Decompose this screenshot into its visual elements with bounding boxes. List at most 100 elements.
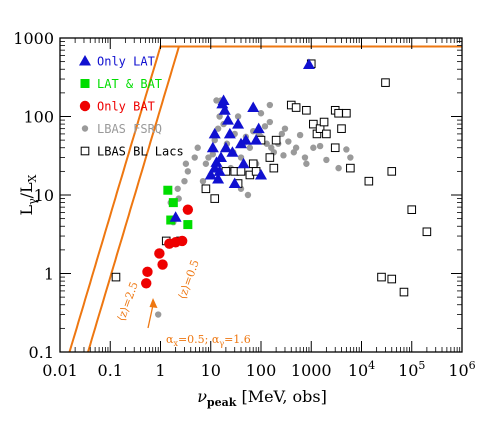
point-only-lat <box>252 122 265 134</box>
point-lbas-fsrq <box>316 142 324 150</box>
point-lbas-bl-lacs <box>407 205 417 214</box>
x-axis-title: νpeak [MeV, obs] <box>197 387 327 409</box>
point-only-lat <box>221 114 234 125</box>
legend-label: Only BAT <box>97 100 155 114</box>
point-lbas-bl-lacs <box>387 167 397 176</box>
legend-marker <box>79 100 91 112</box>
axis-titles: νpeak [MeV, obs] Lγ/LX <box>17 174 327 409</box>
legend-label: LBAS FSRQ <box>97 122 162 136</box>
point-only-lat <box>228 177 241 189</box>
point-lbas-fsrq <box>335 164 342 172</box>
point-only-bat <box>141 278 152 289</box>
point-only-lat <box>204 168 217 180</box>
point-only-bat <box>154 248 165 259</box>
point-lbas-fsrq <box>323 156 330 164</box>
point-lbas-fsrq <box>214 125 222 132</box>
y-tick-label: 1000 <box>13 29 54 48</box>
point-lbas-fsrq <box>280 152 287 159</box>
point-only-lat <box>218 104 231 115</box>
point-lbas-bl-lacs <box>309 119 318 129</box>
point-lbas-bl-lacs <box>322 129 331 139</box>
point-lbas-bl-lacs <box>377 272 386 282</box>
point-lbas-bl-lacs <box>271 135 281 145</box>
x-tick-label: 0.1 <box>98 361 123 380</box>
point-only-lat <box>239 134 252 145</box>
alpha-annotation: αx=0.5; αγ=1.6 <box>166 333 251 348</box>
point-lbas-bl-lacs <box>248 159 258 169</box>
point-lbas-fsrq <box>237 154 245 161</box>
point-lat-bat <box>183 220 193 230</box>
point-only-lat <box>217 94 230 105</box>
x-tick-label: 100 <box>246 361 277 380</box>
point-lbas-fsrq <box>303 160 310 167</box>
point-lbas-fsrq <box>174 185 181 192</box>
point-lat-bat <box>163 185 173 195</box>
legend-marker <box>80 146 90 156</box>
point-lbas-fsrq <box>191 154 198 161</box>
point-lbas-bl-lacs <box>422 227 432 237</box>
point-lat-bat <box>168 198 178 208</box>
point-only-lat <box>223 127 236 139</box>
point-lbas-bl-lacs <box>319 117 329 127</box>
point-lbas-fsrq <box>184 168 192 175</box>
point-only-lat <box>247 101 260 113</box>
point-only-bat <box>142 266 153 278</box>
annotation-arrow <box>147 304 154 329</box>
point-lbas-bl-lacs <box>236 167 246 176</box>
point-lbas-bl-lacs <box>269 163 279 173</box>
point-lbas-bl-lacs <box>399 287 409 297</box>
point-only-lat <box>215 151 228 163</box>
y-tick-label: 1 <box>44 265 54 284</box>
point-lbas-fsrq <box>199 177 207 185</box>
point-only-lat <box>250 134 263 145</box>
point-only-lat <box>232 118 245 129</box>
point-lbas-bl-lacs <box>210 194 220 203</box>
point-lbas-fsrq <box>281 125 289 132</box>
x-tick-label: 1000 <box>291 361 332 380</box>
point-lbas-fsrq <box>211 136 218 144</box>
point-only-lat <box>206 141 219 153</box>
point-only-lat <box>169 211 182 222</box>
legend-label: LBAS BL Lacs <box>97 145 184 159</box>
point-only-bat <box>176 235 188 247</box>
point-lbas-bl-lacs <box>302 105 311 115</box>
point-lbas-fsrq <box>234 113 242 120</box>
point-lbas-fsrq <box>202 160 210 167</box>
point-lbas-fsrq <box>216 113 223 120</box>
legend-label: LAT & BAT <box>97 77 162 91</box>
legend-label: Only LAT <box>97 55 155 69</box>
x-tick-label: 106 <box>448 359 475 380</box>
point-lbas-fsrq <box>244 191 252 199</box>
y-tick-label: 0.1 <box>29 343 54 362</box>
point-lbas-bl-lacs <box>342 108 351 118</box>
point-lbas-bl-lacs <box>265 153 275 162</box>
point-lbas-fsrq <box>292 144 300 151</box>
point-only-lat <box>237 157 250 169</box>
point-lbas-bl-lacs <box>330 143 340 153</box>
point-lbas-fsrq <box>181 177 188 185</box>
point-lbas-bl-lacs <box>201 184 211 194</box>
point-lbas-fsrq <box>347 154 354 161</box>
point-lbas-fsrq <box>285 138 292 145</box>
point-lbas-bl-lacs <box>337 124 346 133</box>
point-only-lat <box>208 127 221 139</box>
point-only-lat <box>255 168 267 180</box>
point-lbas-bl-lacs <box>111 272 121 282</box>
point-only-bat <box>157 259 168 270</box>
point-only-lat <box>212 172 225 184</box>
point-lbas-fsrq <box>343 146 350 153</box>
point-lbas-bl-lacs <box>346 163 355 173</box>
point-lbas-fsrq <box>182 160 190 167</box>
x-tick-label: 1 <box>155 361 165 380</box>
legend: Only LAT LAT & BAT Only BAT LBAS FSRQ LBAS B… <box>79 55 184 159</box>
point-lbas-fsrq <box>296 131 304 139</box>
annotation-arrowhead <box>149 298 158 308</box>
point-lbas-bl-lacs <box>334 108 343 118</box>
point-lbas-fsrq <box>246 144 254 151</box>
y-tick-label: 10 <box>34 186 54 205</box>
point-lbas-fsrq <box>266 101 274 109</box>
point-lbas-bl-lacs <box>364 176 374 186</box>
point-lbas-fsrq <box>266 118 274 126</box>
x-tick-label: 105 <box>398 359 425 380</box>
